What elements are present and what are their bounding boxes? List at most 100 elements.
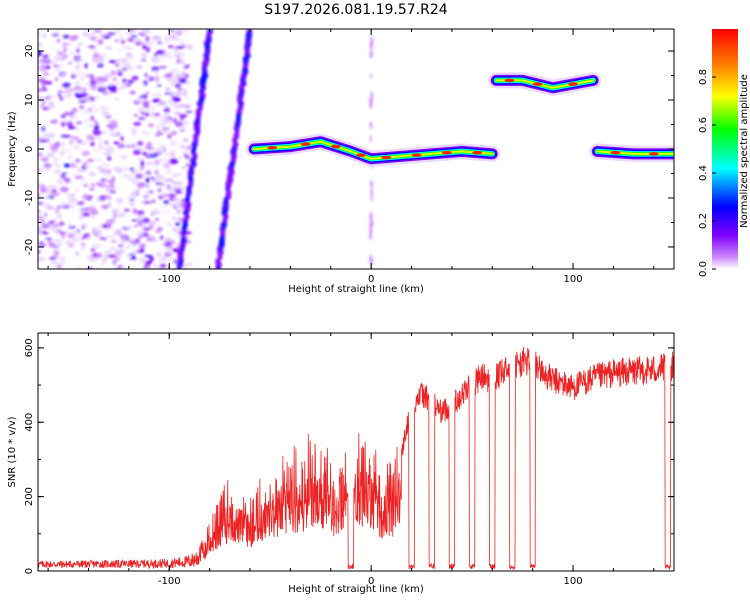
noise-blob <box>122 78 127 84</box>
noise-blob <box>45 237 53 241</box>
noise-blob <box>142 232 149 237</box>
noise-blob <box>75 121 83 125</box>
noise-blob <box>73 145 80 151</box>
noise-blob <box>83 119 90 122</box>
vertical-line-blob <box>370 38 374 48</box>
noise-blob <box>184 154 190 160</box>
noise-blob <box>92 48 97 52</box>
noise-blob <box>40 257 49 260</box>
noise-blob <box>88 206 96 212</box>
snr-frame <box>37 332 675 572</box>
noise-blob <box>88 137 96 141</box>
noise-blob <box>159 235 164 241</box>
noise-blob <box>38 215 45 221</box>
noise-blob <box>151 93 157 97</box>
noise-blob <box>54 120 59 123</box>
noise-blob <box>86 123 95 127</box>
noise-blob <box>104 45 113 50</box>
noise-blob <box>174 82 181 88</box>
snr-xlabel: Height of straight line (km) <box>288 584 424 595</box>
noise-blob <box>88 106 92 113</box>
noise-blob <box>60 141 65 148</box>
noise-blob <box>181 29 189 33</box>
noise-blob <box>38 201 45 206</box>
noise-blob <box>77 70 83 75</box>
snr-ytick-label: 200 <box>24 487 35 506</box>
noise-blob <box>101 262 105 266</box>
noise-blob <box>93 88 97 92</box>
noise-blob <box>142 195 150 198</box>
noise-blob <box>60 173 66 179</box>
noise-blob <box>118 229 123 236</box>
noise-blob <box>175 96 179 100</box>
noise-blob <box>90 141 95 147</box>
noise-blob <box>139 92 144 96</box>
streak-blob <box>233 124 240 132</box>
noise-blob <box>38 136 42 141</box>
noise-blob <box>94 158 104 162</box>
noise-blob <box>145 74 152 80</box>
spectrogram-ytick-label: 20 <box>24 45 35 58</box>
ridge-hotspot <box>504 78 515 83</box>
noise-blob <box>126 244 131 249</box>
noise-blob <box>82 73 87 78</box>
noise-blob <box>152 220 158 227</box>
vertical-line-blob <box>369 213 373 218</box>
noise-blob <box>132 255 136 260</box>
noise-blob <box>65 150 71 153</box>
noise-blob <box>50 147 59 153</box>
colorbar-tick-label: 0.2 <box>698 213 709 229</box>
noise-blob <box>80 245 86 251</box>
noise-blob <box>131 219 139 222</box>
noise-blob <box>130 143 137 149</box>
noise-blob <box>174 186 180 190</box>
noise-blob <box>115 197 123 204</box>
noise-blob <box>73 75 82 78</box>
noise-blob <box>64 120 70 124</box>
noise-blob <box>102 151 111 156</box>
vertical-line-blob <box>369 134 373 144</box>
noise-blob <box>93 149 101 152</box>
noise-blob <box>140 160 145 167</box>
noise-blob <box>164 37 170 44</box>
noise-blob <box>167 99 174 105</box>
noise-blob <box>87 255 94 261</box>
noise-blob <box>182 88 188 93</box>
noise-blob <box>184 103 191 109</box>
noise-blob <box>110 191 116 194</box>
noise-blob <box>79 86 84 93</box>
noise-blob <box>107 254 117 258</box>
noise-blob <box>85 134 95 139</box>
noise-blob <box>39 99 47 104</box>
noise-blob <box>158 158 167 163</box>
vertical-line-blob <box>369 102 372 109</box>
noise-blob <box>53 160 57 166</box>
noise-blob <box>154 160 160 167</box>
noise-blob <box>41 126 45 132</box>
noise-blob <box>148 42 155 47</box>
noise-blob <box>136 186 143 191</box>
noise-blob <box>78 200 85 206</box>
noise-blob <box>74 80 80 86</box>
noise-blob <box>38 50 42 57</box>
noise-blob <box>71 230 78 236</box>
noise-blob <box>116 69 122 72</box>
noise-blob <box>41 86 47 91</box>
noise-blob <box>74 65 81 70</box>
noise-blob <box>171 31 179 37</box>
noise-blob <box>153 53 159 58</box>
noise-blob <box>140 82 145 86</box>
noise-blob <box>155 169 159 176</box>
noise-blob <box>98 106 105 109</box>
noise-blob <box>119 233 128 240</box>
noise-blob <box>79 104 85 110</box>
noise-blob <box>81 212 90 217</box>
noise-blob <box>62 82 71 88</box>
noise-blob <box>62 112 72 116</box>
noise-blob <box>57 64 64 69</box>
noise-blob <box>155 125 161 128</box>
noise-blob <box>67 223 73 228</box>
noise-blob <box>169 158 179 165</box>
noise-blob <box>151 238 159 242</box>
noise-blob <box>38 168 42 172</box>
